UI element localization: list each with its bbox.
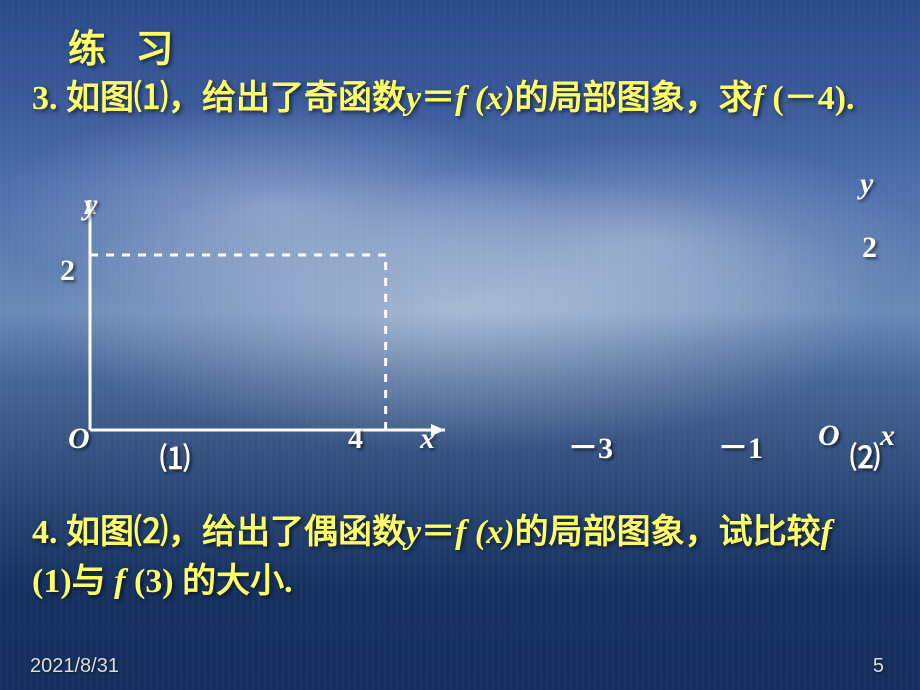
chart1-y-label: y: [84, 188, 97, 222]
chart2-y-label: y: [860, 167, 873, 201]
chart-1: y x O 2 4 ⑴: [50, 190, 450, 480]
question-3: 3. 如图⑴，给出了奇函数y＝f (x)的局部图象，求f (－4).: [32, 74, 880, 123]
q4-f2: f: [106, 563, 126, 600]
chart1-ytick: 2: [60, 254, 75, 288]
q4-text-2: 的局部图象，试比较: [515, 514, 821, 551]
q4-tail: 的大小.: [182, 563, 293, 600]
chart2-ytick: 2: [862, 231, 877, 265]
q4-a1: (1): [32, 563, 72, 600]
q4-f1: f: [821, 514, 832, 551]
q4-x: (x): [466, 514, 514, 551]
q3-x: (x): [466, 80, 514, 117]
q3-eq: ＝: [421, 80, 455, 117]
q4-f: f: [455, 514, 466, 551]
q3-text-2: 的局部图象，求: [515, 80, 753, 117]
q4-y: y: [406, 514, 421, 551]
footer-date: 2021/8/31: [30, 655, 119, 678]
chart1-xtick: 4: [348, 422, 363, 456]
chart2-figure-label: ⑵: [850, 433, 880, 477]
chart2-xtick-2: －1: [718, 423, 763, 467]
page-title: 练 习: [68, 18, 184, 73]
q4-conj: 与: [72, 563, 106, 600]
q3-y: y: [406, 80, 421, 117]
chart-2: y x O 2 －3 －1 ⑵: [480, 175, 900, 485]
chart2-xtick-1: －3: [568, 423, 613, 467]
q4-a2: (3): [125, 563, 182, 600]
chart1-x-label: x: [420, 422, 435, 456]
q4-text-1: 4. 如图⑵，给出了偶函数: [32, 514, 406, 551]
footer-page: 5: [873, 655, 884, 678]
chart1-origin: O: [68, 422, 90, 456]
slide: 练 习 3. 如图⑴，给出了奇函数y＝f (x)的局部图象，求f (－4). y…: [0, 0, 920, 690]
question-4: 4. 如图⑵，给出了偶函数y＝f (x)的局部图象，试比较f (1)与 f (3…: [32, 508, 880, 607]
q3-f: f: [455, 80, 466, 117]
chart2-x-label: x: [880, 419, 895, 453]
q3-f2: f: [753, 80, 764, 117]
chart1-figure-label: ⑴: [160, 434, 190, 478]
chart-1-svg: [50, 190, 450, 480]
chart2-origin: O: [818, 419, 840, 453]
q3-arg: (－4).: [764, 80, 855, 117]
q3-text-1: 3. 如图⑴，给出了奇函数: [32, 80, 406, 117]
q4-eq: ＝: [421, 514, 455, 551]
